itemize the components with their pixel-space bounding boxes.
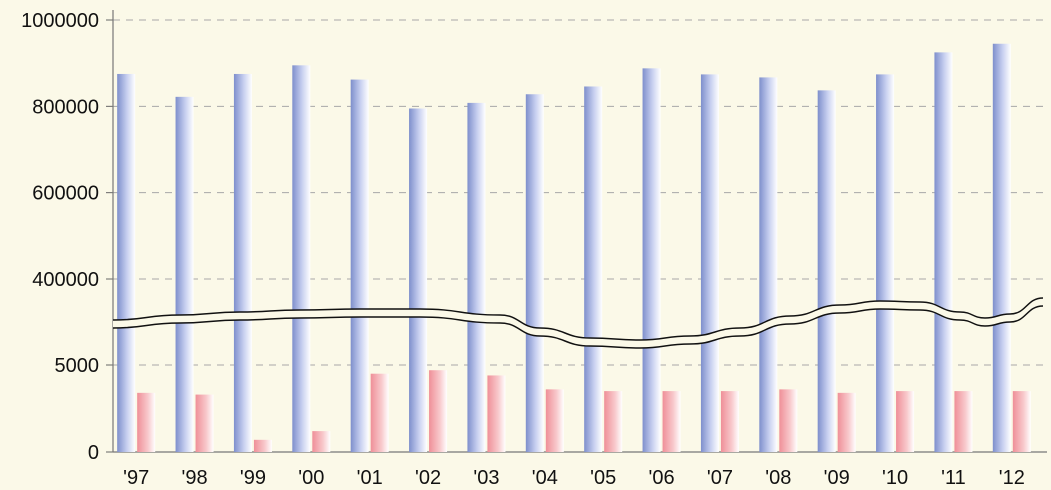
- x-tick-label: '08: [765, 467, 791, 489]
- x-tick-label: '03: [473, 467, 499, 489]
- bar-series1: [409, 108, 428, 452]
- x-tick-label: '97: [123, 467, 149, 489]
- x-tick-label: '06: [649, 467, 675, 489]
- y-tick-label: 600000: [32, 183, 99, 205]
- x-tick-label: '07: [707, 467, 733, 489]
- bar-series1: [350, 79, 369, 452]
- bar-series1: [934, 52, 953, 452]
- y-tick-label: 0: [88, 442, 99, 464]
- bar-series1: [233, 73, 252, 452]
- bar-series1: [642, 68, 661, 452]
- bar-series1: [876, 74, 895, 452]
- x-tick-label: '98: [182, 467, 208, 489]
- bar-series2: [370, 373, 389, 452]
- axis-break-line-bottom: [112, 305, 1044, 349]
- bar-series1: [992, 43, 1011, 452]
- x-tick-label: '09: [824, 467, 850, 489]
- bar-series2: [662, 391, 681, 452]
- bar-series1: [525, 94, 544, 452]
- bar-series1: [817, 90, 836, 452]
- bar-series2: [954, 391, 973, 452]
- y-tick-label: 800000: [32, 96, 99, 118]
- bar-series1: [759, 77, 778, 452]
- y-tick-label: 5000: [55, 355, 100, 377]
- y-tick-label: 400000: [32, 269, 99, 291]
- x-tick-label: '99: [240, 467, 266, 489]
- bar-series2: [1012, 391, 1031, 452]
- bar-series2: [253, 439, 272, 452]
- bar-series2: [487, 375, 506, 452]
- axis-break-band: [113, 298, 1043, 348]
- bar-series1: [292, 65, 311, 452]
- axis-break-line-top: [112, 297, 1044, 341]
- bar-series2: [604, 391, 623, 452]
- y-tick-label: 1000000: [21, 10, 99, 32]
- x-tick-label: '11: [941, 467, 966, 489]
- x-tick-label: '01: [357, 467, 383, 489]
- bar-series1: [584, 86, 603, 452]
- bar-series2: [429, 370, 448, 452]
- x-tick-label: '05: [590, 467, 616, 489]
- x-tick-label: '00: [298, 467, 324, 489]
- bar-series2: [195, 394, 214, 452]
- bar-series2: [837, 392, 856, 452]
- x-tick-label: '10: [882, 467, 908, 489]
- bar-series1: [175, 96, 194, 452]
- x-tick-label: '02: [415, 467, 441, 489]
- bar-series1: [467, 102, 486, 452]
- bar-series2: [312, 431, 331, 452]
- bar-series2: [137, 392, 156, 452]
- x-tick-label: '12: [999, 467, 1025, 489]
- bar-series2: [779, 389, 798, 452]
- bar-series1: [117, 73, 136, 452]
- bar-series2: [896, 391, 915, 452]
- x-tick-label: '04: [532, 467, 558, 489]
- bar-series2: [720, 391, 739, 452]
- bar-series1: [700, 74, 719, 452]
- bar-series2: [545, 389, 564, 452]
